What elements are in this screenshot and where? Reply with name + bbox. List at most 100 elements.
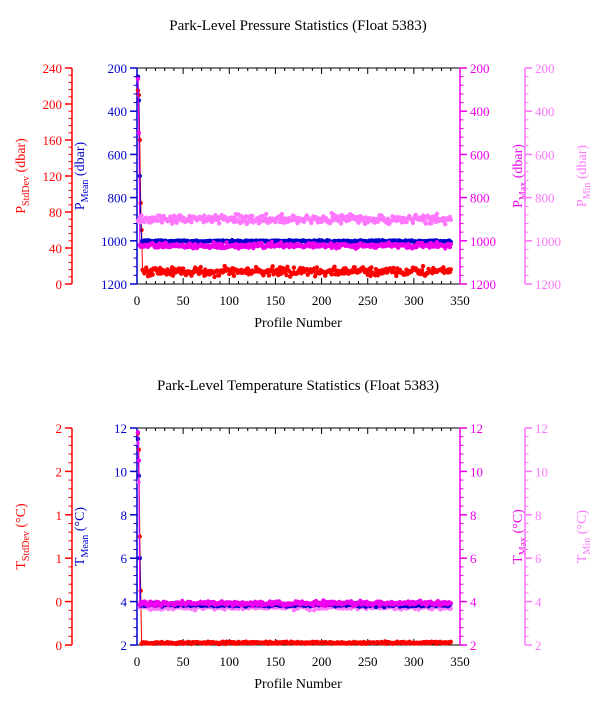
pressure-mean-point — [136, 98, 142, 103]
temperature-x-tick-label: 350 — [450, 654, 470, 669]
temperature-max-tick-label: 6 — [470, 551, 477, 566]
temperature-mean-tick-label: 10 — [114, 464, 127, 479]
temperature-min-series-line — [137, 443, 451, 612]
pressure-min-point — [443, 222, 448, 227]
pressure-min-point — [319, 219, 324, 224]
pressure-stddev-point — [278, 271, 284, 276]
pressure-min-point — [216, 221, 222, 226]
temperature-mean-tick-label: 2 — [121, 638, 128, 653]
pressure-stddev-point — [144, 265, 149, 270]
pressure-mean-point — [137, 173, 142, 179]
pressure-max-point — [448, 241, 453, 247]
pressure-stddev-point — [164, 272, 169, 277]
pressure-stddev-tick-label: 80 — [49, 205, 62, 220]
temperature-mean-tick-label: 4 — [121, 595, 128, 610]
pressure-mean-tick-label: 200 — [108, 61, 128, 76]
temperature-x-axis-label: Profile Number — [254, 677, 342, 692]
pressure-stddev-point — [284, 272, 289, 278]
pressure-min-point — [264, 211, 269, 217]
pressure-min-point — [232, 215, 238, 221]
pressure-stddev-point — [170, 273, 176, 278]
temperature-max-point — [311, 603, 316, 608]
pressure-stddev-point — [180, 266, 186, 271]
pressure-mean-tick-label: 400 — [108, 104, 128, 119]
temperature-x-tick-label: 250 — [358, 654, 378, 669]
temperature-stddev-series-line — [137, 433, 452, 646]
pressure-stddev-series — [135, 88, 453, 280]
pressure-max-tick-label: 200 — [470, 61, 490, 76]
temperature-min-tick-label: 2 — [535, 638, 542, 653]
pressure-min-point — [338, 221, 344, 226]
pressure-stddev-tick-label: 120 — [43, 169, 63, 184]
pressure-max-axis-label: PMax (dbar) — [511, 144, 529, 208]
pressure-stddev-point — [332, 264, 337, 269]
temperature-max-series — [135, 430, 453, 609]
pressure-stddev-point — [314, 265, 320, 270]
pressure-stddev-point — [291, 265, 297, 270]
pressure-stddev-point — [420, 263, 426, 269]
temperature-max-tick-label: 8 — [470, 508, 477, 523]
pressure-max-series — [135, 76, 453, 251]
temperature-x-tick-label: 150 — [266, 654, 286, 669]
pressure-stddev-point — [212, 274, 217, 280]
pressure-min-point — [174, 220, 179, 225]
temperature-max-point — [135, 430, 141, 435]
pressure-chart-title: Park-Level Pressure Statistics (Float 53… — [169, 18, 426, 34]
temperature-stddev-tick-label: 0 — [56, 638, 63, 653]
pressure-x-tick-label: 350 — [450, 293, 470, 308]
pressure-x-tick-label: 100 — [220, 293, 240, 308]
pressure-stddev-point — [222, 263, 227, 269]
pressure-x-tick-label: 50 — [177, 293, 190, 308]
pressure-min-point — [410, 220, 416, 226]
pressure-min-point — [429, 221, 434, 226]
pressure-stddev-tick-label: 0 — [56, 277, 63, 292]
pressure-x-tick-label: 150 — [266, 293, 286, 308]
pressure-mean-tick-label: 800 — [108, 191, 128, 206]
pressure-min-point — [413, 212, 418, 218]
pressure-stddev-point — [207, 272, 213, 277]
pressure-x-tick-label: 300 — [404, 293, 424, 308]
pressure-max-point — [136, 130, 142, 135]
temperature-x-tick-label: 100 — [220, 654, 240, 669]
pressure-min-point — [159, 220, 165, 225]
pressure-stddev-tick-label: 40 — [49, 241, 62, 256]
pressure-max-point — [224, 240, 229, 245]
pressure-min-point — [189, 219, 194, 225]
pressure-max-point — [269, 239, 274, 245]
pressure-min-point — [250, 213, 255, 219]
temperature-stddev-tick-label: 1 — [56, 551, 63, 566]
temperature-stddev-tick-label: 0 — [56, 595, 63, 610]
pressure-min-tick-label: 800 — [535, 191, 555, 206]
pressure-min-point — [279, 212, 285, 217]
pressure-max-tick-label: 400 — [470, 104, 490, 119]
pressure-min-point — [187, 213, 192, 219]
temperature-mean-axis-label: TMean (°C) — [73, 507, 91, 566]
pressure-stddev-point — [231, 273, 237, 279]
temperature-max-point — [136, 458, 142, 463]
pressure-stddev-tick-label: 240 — [43, 61, 63, 76]
pressure-stddev-tick-label: 200 — [43, 97, 63, 112]
temperature-stddev-axis-label: TStdDev (°C) — [14, 503, 32, 570]
pressure-min-axis-label: PMin (dbar) — [575, 145, 593, 208]
pressure-stddev-point — [312, 274, 318, 279]
pressure-stddev-point — [352, 265, 357, 270]
temperature-chart-title: Park-Level Temperature Statistics (Float… — [157, 378, 439, 394]
temperature-x-tick-label: 0 — [134, 654, 141, 669]
temperature-stddev-tick-label: 1 — [56, 508, 63, 523]
pressure-mean-tick-label: 1200 — [101, 277, 127, 292]
temperature-min-tick-label: 6 — [535, 551, 542, 566]
pressure-min-point — [448, 217, 453, 223]
pressure-stddev-point — [441, 265, 446, 270]
pressure-max-point — [135, 76, 141, 82]
temperature-mean-series — [135, 436, 453, 610]
pressure-x-tick-label: 0 — [134, 293, 141, 308]
pressure-min-series — [135, 210, 453, 227]
pressure-mean-tick-label: 600 — [108, 147, 128, 162]
pressure-x-axis-label: Profile Number — [254, 316, 342, 331]
pressure-min-tick-label: 400 — [535, 104, 555, 119]
temperature-min-tick-label: 4 — [535, 595, 542, 610]
pressure-plot-area: 0 50 100 150 200 250 300 350 0 40 80 120 160 200 240 PS… — [14, 61, 593, 308]
pressure-min-tick-label: 1200 — [535, 277, 561, 292]
